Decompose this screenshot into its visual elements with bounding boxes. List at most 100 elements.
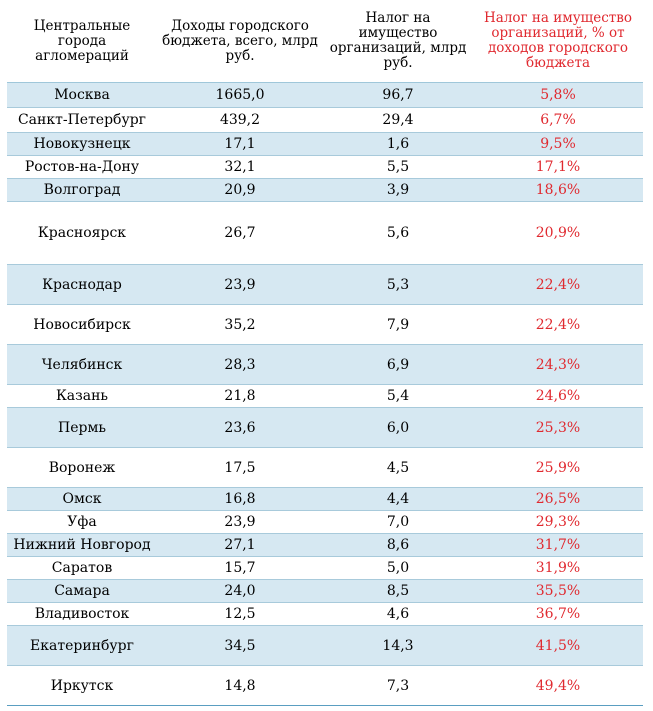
city-cell: Уфа (7, 510, 157, 534)
property-tax-cell: 1,6 (323, 132, 473, 156)
tax-share-cell: 22,4% (473, 304, 643, 345)
city-cell: Пермь (7, 407, 157, 448)
tax-share-cell: 49,4% (473, 665, 643, 706)
city-cell: Новосибирск (7, 304, 157, 345)
table-row: Санкт-Петербург 439,2 29,4 6,7% (7, 107, 643, 133)
table-row: Иркутск 14,8 7,3 49,4% (7, 665, 643, 706)
table-row: Владивосток 12,5 4,6 36,7% (7, 602, 643, 626)
tax-share-cell: 24,3% (473, 344, 643, 385)
city-cell: Красноярск (7, 201, 157, 265)
tax-share-cell: 29,3% (473, 510, 643, 534)
header-property-tax: Налог на имущество организаций, млрд руб… (323, 0, 473, 83)
income-cell: 21,8 (157, 384, 323, 408)
table-row: Нижний Новгород 27,1 8,6 31,7% (7, 533, 643, 557)
table-row: Ростов-на-Дону 32,1 5,5 17,1% (7, 155, 643, 179)
table-row: Новокузнецк 17,1 1,6 9,5% (7, 132, 643, 156)
income-cell: 23,9 (157, 510, 323, 534)
table-row: Казань 21,8 5,4 24,6% (7, 384, 643, 408)
city-cell: Краснодар (7, 264, 157, 305)
city-cell: Самара (7, 579, 157, 603)
city-cell: Ростов-на-Дону (7, 155, 157, 179)
city-cell: Иркутск (7, 665, 157, 706)
tax-share-cell: 22,4% (473, 264, 643, 305)
property-tax-cell: 5,6 (323, 201, 473, 265)
tax-share-cell: 5,8% (473, 82, 643, 108)
table-row: Уфа 23,9 7,0 29,3% (7, 510, 643, 534)
tax-share-cell: 18,6% (473, 178, 643, 202)
city-cell: Екатеринбург (7, 625, 157, 666)
property-tax-cell: 5,5 (323, 155, 473, 179)
table-row: Краснодар 23,9 5,3 22,4% (7, 264, 643, 305)
city-cell: Челябинск (7, 344, 157, 385)
city-cell: Москва (7, 82, 157, 108)
table-row: Красноярск 26,7 5,6 20,9% (7, 201, 643, 265)
income-cell: 24,0 (157, 579, 323, 603)
city-cell: Казань (7, 384, 157, 408)
table-row: Омск 16,8 4,4 26,5% (7, 487, 643, 511)
property-tax-cell: 96,7 (323, 82, 473, 108)
property-tax-cell: 7,9 (323, 304, 473, 345)
property-tax-cell: 4,4 (323, 487, 473, 511)
tax-share-cell: 20,9% (473, 201, 643, 265)
table-row: Саратов 15,7 5,0 31,9% (7, 556, 643, 580)
header-city: Центральные города агломераций (7, 0, 157, 83)
city-cell: Нижний Новгород (7, 533, 157, 557)
city-cell: Омск (7, 487, 157, 511)
income-cell: 12,5 (157, 602, 323, 626)
property-tax-cell: 4,5 (323, 447, 473, 488)
tax-share-cell: 9,5% (473, 132, 643, 156)
table-row: Воронеж 17,5 4,5 25,9% (7, 447, 643, 488)
property-tax-cell: 5,0 (323, 556, 473, 580)
property-tax-cell: 29,4 (323, 107, 473, 133)
table-row: Екатеринбург 34,5 14,3 41,5% (7, 625, 643, 666)
income-cell: 28,3 (157, 344, 323, 385)
header-row: Центральные города агломераций Доходы го… (7, 0, 643, 83)
table-row: Новосибирск 35,2 7,9 22,4% (7, 304, 643, 345)
property-tax-cell: 6,0 (323, 407, 473, 448)
tax-share-cell: 25,9% (473, 447, 643, 488)
tax-share-cell: 31,7% (473, 533, 643, 557)
tax-share-cell: 36,7% (473, 602, 643, 626)
property-tax-cell: 8,6 (323, 533, 473, 557)
tax-share-cell: 41,5% (473, 625, 643, 666)
property-tax-cell: 7,3 (323, 665, 473, 706)
property-tax-cell: 4,6 (323, 602, 473, 626)
tax-share-cell: 31,9% (473, 556, 643, 580)
income-cell: 26,7 (157, 201, 323, 265)
property-tax-cell: 14,3 (323, 625, 473, 666)
property-tax-cell: 6,9 (323, 344, 473, 385)
income-cell: 439,2 (157, 107, 323, 133)
tax-share-cell: 6,7% (473, 107, 643, 133)
table-row: Самара 24,0 8,5 35,5% (7, 579, 643, 603)
property-tax-cell: 5,3 (323, 264, 473, 305)
city-cell: Волгоград (7, 178, 157, 202)
income-cell: 16,8 (157, 487, 323, 511)
income-cell: 35,2 (157, 304, 323, 345)
income-cell: 17,1 (157, 132, 323, 156)
table-row: Челябинск 28,3 6,9 24,3% (7, 344, 643, 385)
table-row: Пермь 23,6 6,0 25,3% (7, 407, 643, 448)
tax-share-cell: 26,5% (473, 487, 643, 511)
property-tax-cell: 8,5 (323, 579, 473, 603)
income-cell: 23,9 (157, 264, 323, 305)
table-body: Москва 1665,0 96,7 5,8% Санкт-Петербург 439,2… (7, 82, 643, 706)
city-tax-table: Центральные города агломераций Доходы го… (7, 0, 643, 706)
city-cell: Воронеж (7, 447, 157, 488)
income-cell: 17,5 (157, 447, 323, 488)
table-row: Волгоград 20,9 3,9 18,6% (7, 178, 643, 202)
property-tax-cell: 5,4 (323, 384, 473, 408)
table-row: Москва 1665,0 96,7 5,8% (7, 82, 643, 108)
income-cell: 15,7 (157, 556, 323, 580)
header-budget-income: Доходы городского бюджета, всего, млрд р… (157, 0, 323, 83)
city-cell: Санкт-Петербург (7, 107, 157, 133)
property-tax-cell: 3,9 (323, 178, 473, 202)
header-tax-share: Налог на имущество организаций, % от дох… (473, 0, 643, 83)
tax-share-cell: 24,6% (473, 384, 643, 408)
income-cell: 14,8 (157, 665, 323, 706)
income-cell: 23,6 (157, 407, 323, 448)
income-cell: 32,1 (157, 155, 323, 179)
tax-share-cell: 25,3% (473, 407, 643, 448)
city-cell: Саратов (7, 556, 157, 580)
income-cell: 34,5 (157, 625, 323, 666)
income-cell: 1665,0 (157, 82, 323, 108)
